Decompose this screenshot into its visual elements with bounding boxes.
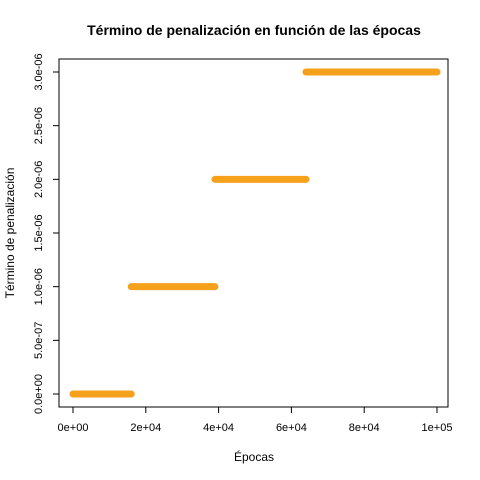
y-tick-label: 2.5e-06 [33, 107, 45, 144]
data-marks [69, 68, 441, 398]
y-tick-label: 1.5e-06 [33, 214, 45, 251]
x-tick-label: 4e+04 [203, 422, 234, 434]
y-axis-label: Término de penalización [3, 168, 17, 299]
y-axis: 0.0e+00 5.0e-07 1.0e-06 1.5e-06 2.0e-06 2.5e-… [33, 53, 60, 414]
chart-title: Término de penalización en función de la… [87, 22, 421, 38]
y-tick-label: 5.0e-07 [33, 322, 45, 359]
y-tick-label: 1.0e-06 [33, 268, 45, 305]
x-tick-label: 1e+05 [422, 422, 453, 434]
x-tick-label: 8e+04 [349, 422, 380, 434]
x-tick-label: 2e+04 [130, 422, 161, 434]
x-tick-label: 0e+00 [58, 422, 89, 434]
y-tick-label: 3.0e-06 [33, 53, 45, 90]
x-axis-label: Épocas [234, 449, 274, 464]
y-tick-label: 2.0e-06 [33, 161, 45, 198]
y-tick-label: 0.0e+00 [33, 374, 45, 414]
plot-frame [58, 58, 449, 408]
x-axis: 0e+00 2e+04 4e+04 6e+04 8e+04 1e+05 [58, 406, 453, 434]
x-tick-label: 6e+04 [276, 422, 307, 434]
